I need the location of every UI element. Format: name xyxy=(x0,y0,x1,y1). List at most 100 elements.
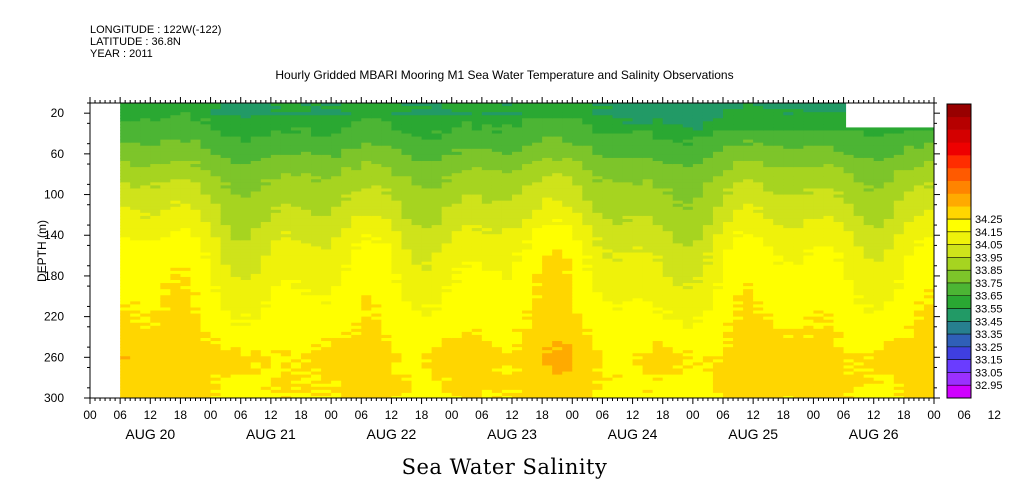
heatmap-cell xyxy=(461,130,473,135)
heatmap-cell xyxy=(290,377,302,382)
heatmap-cell xyxy=(512,218,523,223)
heatmap-cell xyxy=(471,234,483,238)
plot-area xyxy=(90,103,934,398)
heatmap-cell xyxy=(130,362,141,367)
heatmap-cell xyxy=(431,194,443,199)
heatmap-cell xyxy=(491,347,503,351)
heatmap-cell xyxy=(280,252,292,257)
heatmap-cell xyxy=(120,234,131,238)
heatmap-cell xyxy=(602,371,614,376)
heatmap-cell xyxy=(612,197,624,202)
heatmap-cell xyxy=(280,359,292,363)
heatmap-cell xyxy=(200,112,212,116)
heatmap-cell xyxy=(120,322,131,327)
heatmap-cell xyxy=(160,359,171,363)
heatmap-cell xyxy=(471,249,483,254)
heatmap-cell xyxy=(260,151,272,156)
heatmap-cell xyxy=(491,127,503,132)
heatmap-cell xyxy=(391,124,403,129)
heatmap-cell xyxy=(411,167,423,171)
heatmap-cell xyxy=(351,267,362,272)
heatmap-cell xyxy=(150,316,161,321)
heatmap-cell xyxy=(481,322,493,327)
heatmap-cell xyxy=(311,151,322,156)
heatmap-cell xyxy=(542,368,553,373)
heatmap-cell xyxy=(612,148,624,153)
heatmap-cell xyxy=(562,185,573,190)
heatmap-cell xyxy=(250,380,262,385)
heatmap-cell xyxy=(562,133,573,138)
heatmap-cell xyxy=(190,231,202,235)
heatmap-cell xyxy=(140,368,151,373)
heatmap-cell xyxy=(120,337,131,342)
heatmap-cell xyxy=(150,157,161,162)
heatmap-cell xyxy=(301,121,312,125)
heatmap-cell xyxy=(371,240,382,244)
heatmap-cell xyxy=(401,341,413,345)
heatmap-cell xyxy=(180,176,192,180)
heatmap-cell xyxy=(351,365,362,370)
heatmap-cell xyxy=(130,106,141,110)
heatmap-cell xyxy=(381,154,393,159)
heatmap-cell xyxy=(331,322,342,327)
heatmap-cell xyxy=(461,386,473,391)
heatmap-cell xyxy=(341,380,352,385)
heatmap-cell xyxy=(351,142,362,147)
heatmap-cell xyxy=(290,218,302,223)
heatmap-cell xyxy=(592,191,604,196)
heatmap-cell xyxy=(190,353,202,357)
heatmap-cell xyxy=(331,206,342,211)
heatmap-cell xyxy=(130,206,141,211)
heatmap-cell xyxy=(270,130,282,135)
heatmap-cell xyxy=(501,237,513,241)
heatmap-cell xyxy=(451,276,463,281)
heatmap-cell xyxy=(150,151,161,156)
heatmap-cell xyxy=(140,264,151,269)
heatmap-cell xyxy=(120,252,131,257)
heatmap-cell xyxy=(602,240,614,244)
heatmap-cell xyxy=(321,304,332,309)
heatmap-cell xyxy=(602,261,614,266)
heatmap-cell xyxy=(512,203,523,208)
heatmap-cell xyxy=(130,298,141,302)
heatmap-cell xyxy=(381,353,393,357)
heatmap-cell xyxy=(210,334,222,339)
heatmap-cell xyxy=(421,325,433,330)
heatmap-cell xyxy=(361,222,372,226)
heatmap-cell xyxy=(351,322,362,327)
heatmap-cell xyxy=(260,331,272,336)
heatmap-cell xyxy=(371,267,382,272)
heatmap-cell xyxy=(401,286,413,290)
heatmap-cell xyxy=(512,151,523,156)
heatmap-cell xyxy=(321,148,332,153)
heatmap-cell xyxy=(401,145,413,150)
heatmap-cell xyxy=(341,341,352,345)
heatmap-cell xyxy=(170,334,182,339)
heatmap-cell xyxy=(501,368,513,373)
heatmap-cell xyxy=(270,328,282,333)
heatmap-cell xyxy=(170,359,182,363)
heatmap-cell xyxy=(562,148,573,153)
heatmap-cell xyxy=(180,389,192,394)
heatmap-cell xyxy=(401,380,413,385)
heatmap-cell xyxy=(220,130,232,135)
heatmap-cell xyxy=(341,209,352,214)
heatmap-cell xyxy=(411,112,423,116)
heatmap-cell xyxy=(331,151,342,156)
heatmap-cell xyxy=(260,209,272,214)
heatmap-cell xyxy=(230,310,242,315)
heatmap-cell xyxy=(431,215,443,220)
heatmap-cell xyxy=(441,215,453,220)
heatmap-cell xyxy=(602,380,614,385)
heatmap-cell xyxy=(411,331,423,336)
heatmap-cell xyxy=(200,130,212,135)
heatmap-cell xyxy=(532,215,543,220)
heatmap-cell xyxy=(401,197,413,202)
heatmap-cell xyxy=(562,350,573,354)
heatmap-cell xyxy=(602,243,614,248)
heatmap-cell xyxy=(562,151,573,156)
heatmap-cell xyxy=(290,292,302,296)
heatmap-cell xyxy=(401,167,413,171)
heatmap-cell xyxy=(321,298,332,302)
heatmap-cell xyxy=(562,304,573,309)
